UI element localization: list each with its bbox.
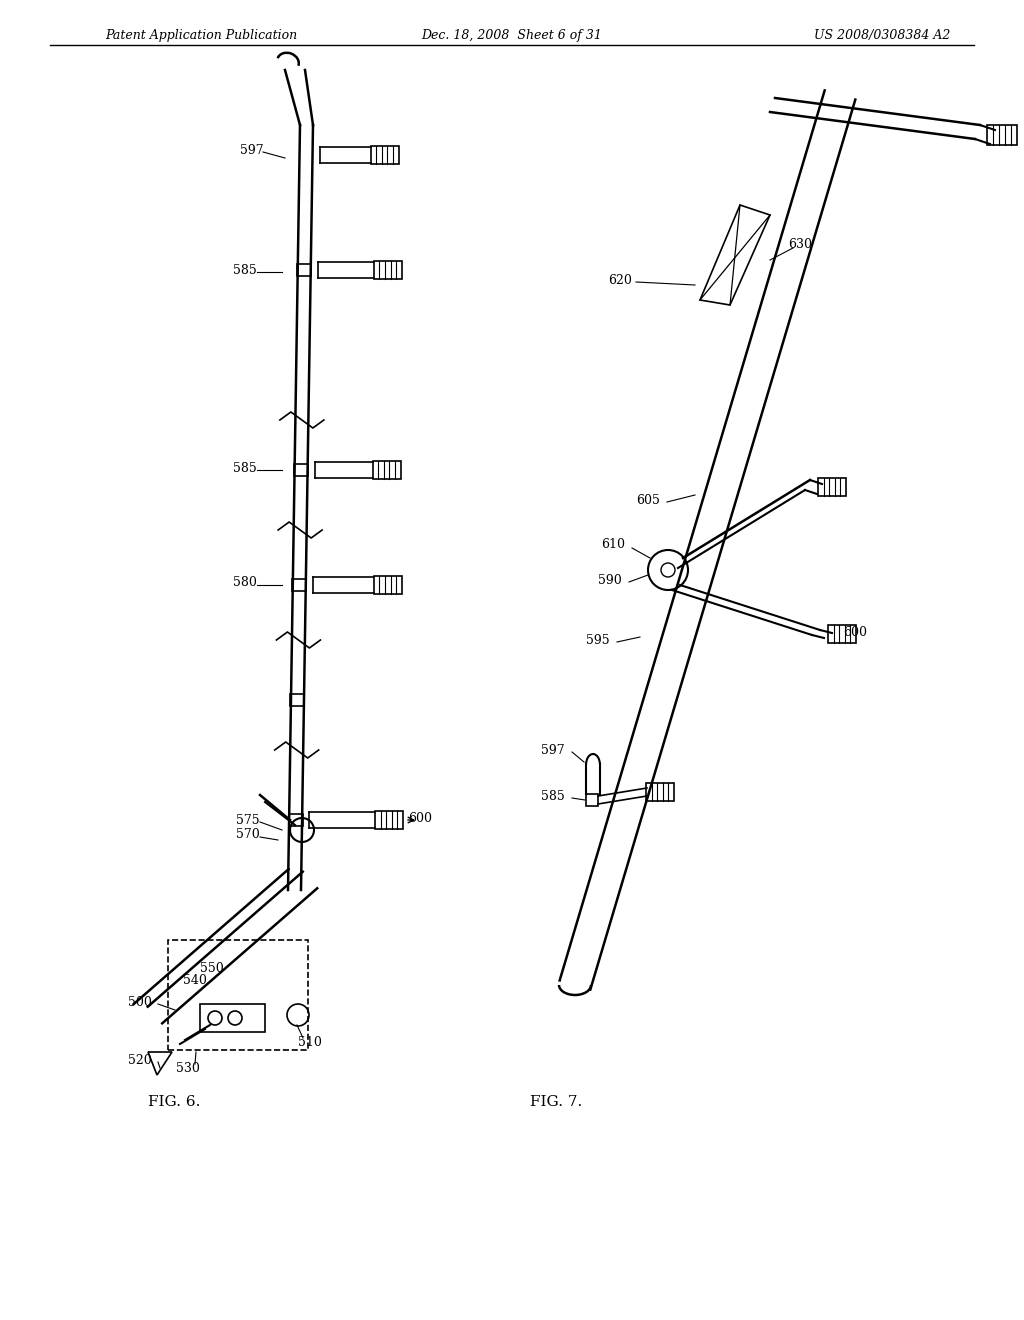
Text: 585: 585 [233, 462, 257, 474]
Bar [289, 814, 303, 826]
Bar [374, 576, 401, 594]
Bar [374, 261, 401, 279]
Bar [818, 478, 846, 496]
Text: 585: 585 [233, 264, 257, 276]
Text: 580: 580 [233, 577, 257, 590]
Bar [828, 624, 856, 643]
Text: 597: 597 [241, 144, 264, 157]
Bar [987, 125, 1017, 145]
Bar [586, 795, 598, 807]
Text: 550: 550 [200, 961, 224, 974]
Bar [375, 810, 403, 829]
Bar [297, 264, 311, 276]
Text: 510: 510 [298, 1035, 322, 1048]
Text: 530: 530 [176, 1061, 200, 1074]
Text: 590: 590 [598, 573, 622, 586]
Text: Patent Application Publication: Patent Application Publication [105, 29, 297, 41]
Text: 597: 597 [542, 743, 565, 756]
Bar [371, 147, 398, 164]
Text: 575: 575 [237, 813, 260, 826]
Bar [168, 940, 308, 1049]
Bar [200, 1005, 265, 1032]
Text: 630: 630 [788, 239, 812, 252]
Text: US 2008/0308384 A2: US 2008/0308384 A2 [814, 29, 950, 41]
Text: 500: 500 [128, 995, 152, 1008]
Text: 595: 595 [587, 634, 610, 647]
Text: 570: 570 [237, 829, 260, 842]
Text: 610: 610 [601, 539, 625, 552]
Bar [646, 783, 674, 801]
Text: FIG. 6.: FIG. 6. [148, 1096, 201, 1109]
Bar [373, 461, 400, 479]
Text: 600: 600 [843, 626, 867, 639]
Text: Dec. 18, 2008  Sheet 6 of 31: Dec. 18, 2008 Sheet 6 of 31 [422, 29, 602, 41]
Text: 605: 605 [636, 494, 660, 507]
Text: 585: 585 [542, 789, 565, 803]
Bar [292, 579, 306, 591]
Bar [291, 694, 304, 706]
Text: 520: 520 [128, 1053, 152, 1067]
Text: FIG. 7.: FIG. 7. [530, 1096, 583, 1109]
Bar [294, 465, 308, 477]
Text: 620: 620 [608, 273, 632, 286]
Text: 540: 540 [183, 974, 207, 986]
Text: 600: 600 [408, 812, 432, 825]
